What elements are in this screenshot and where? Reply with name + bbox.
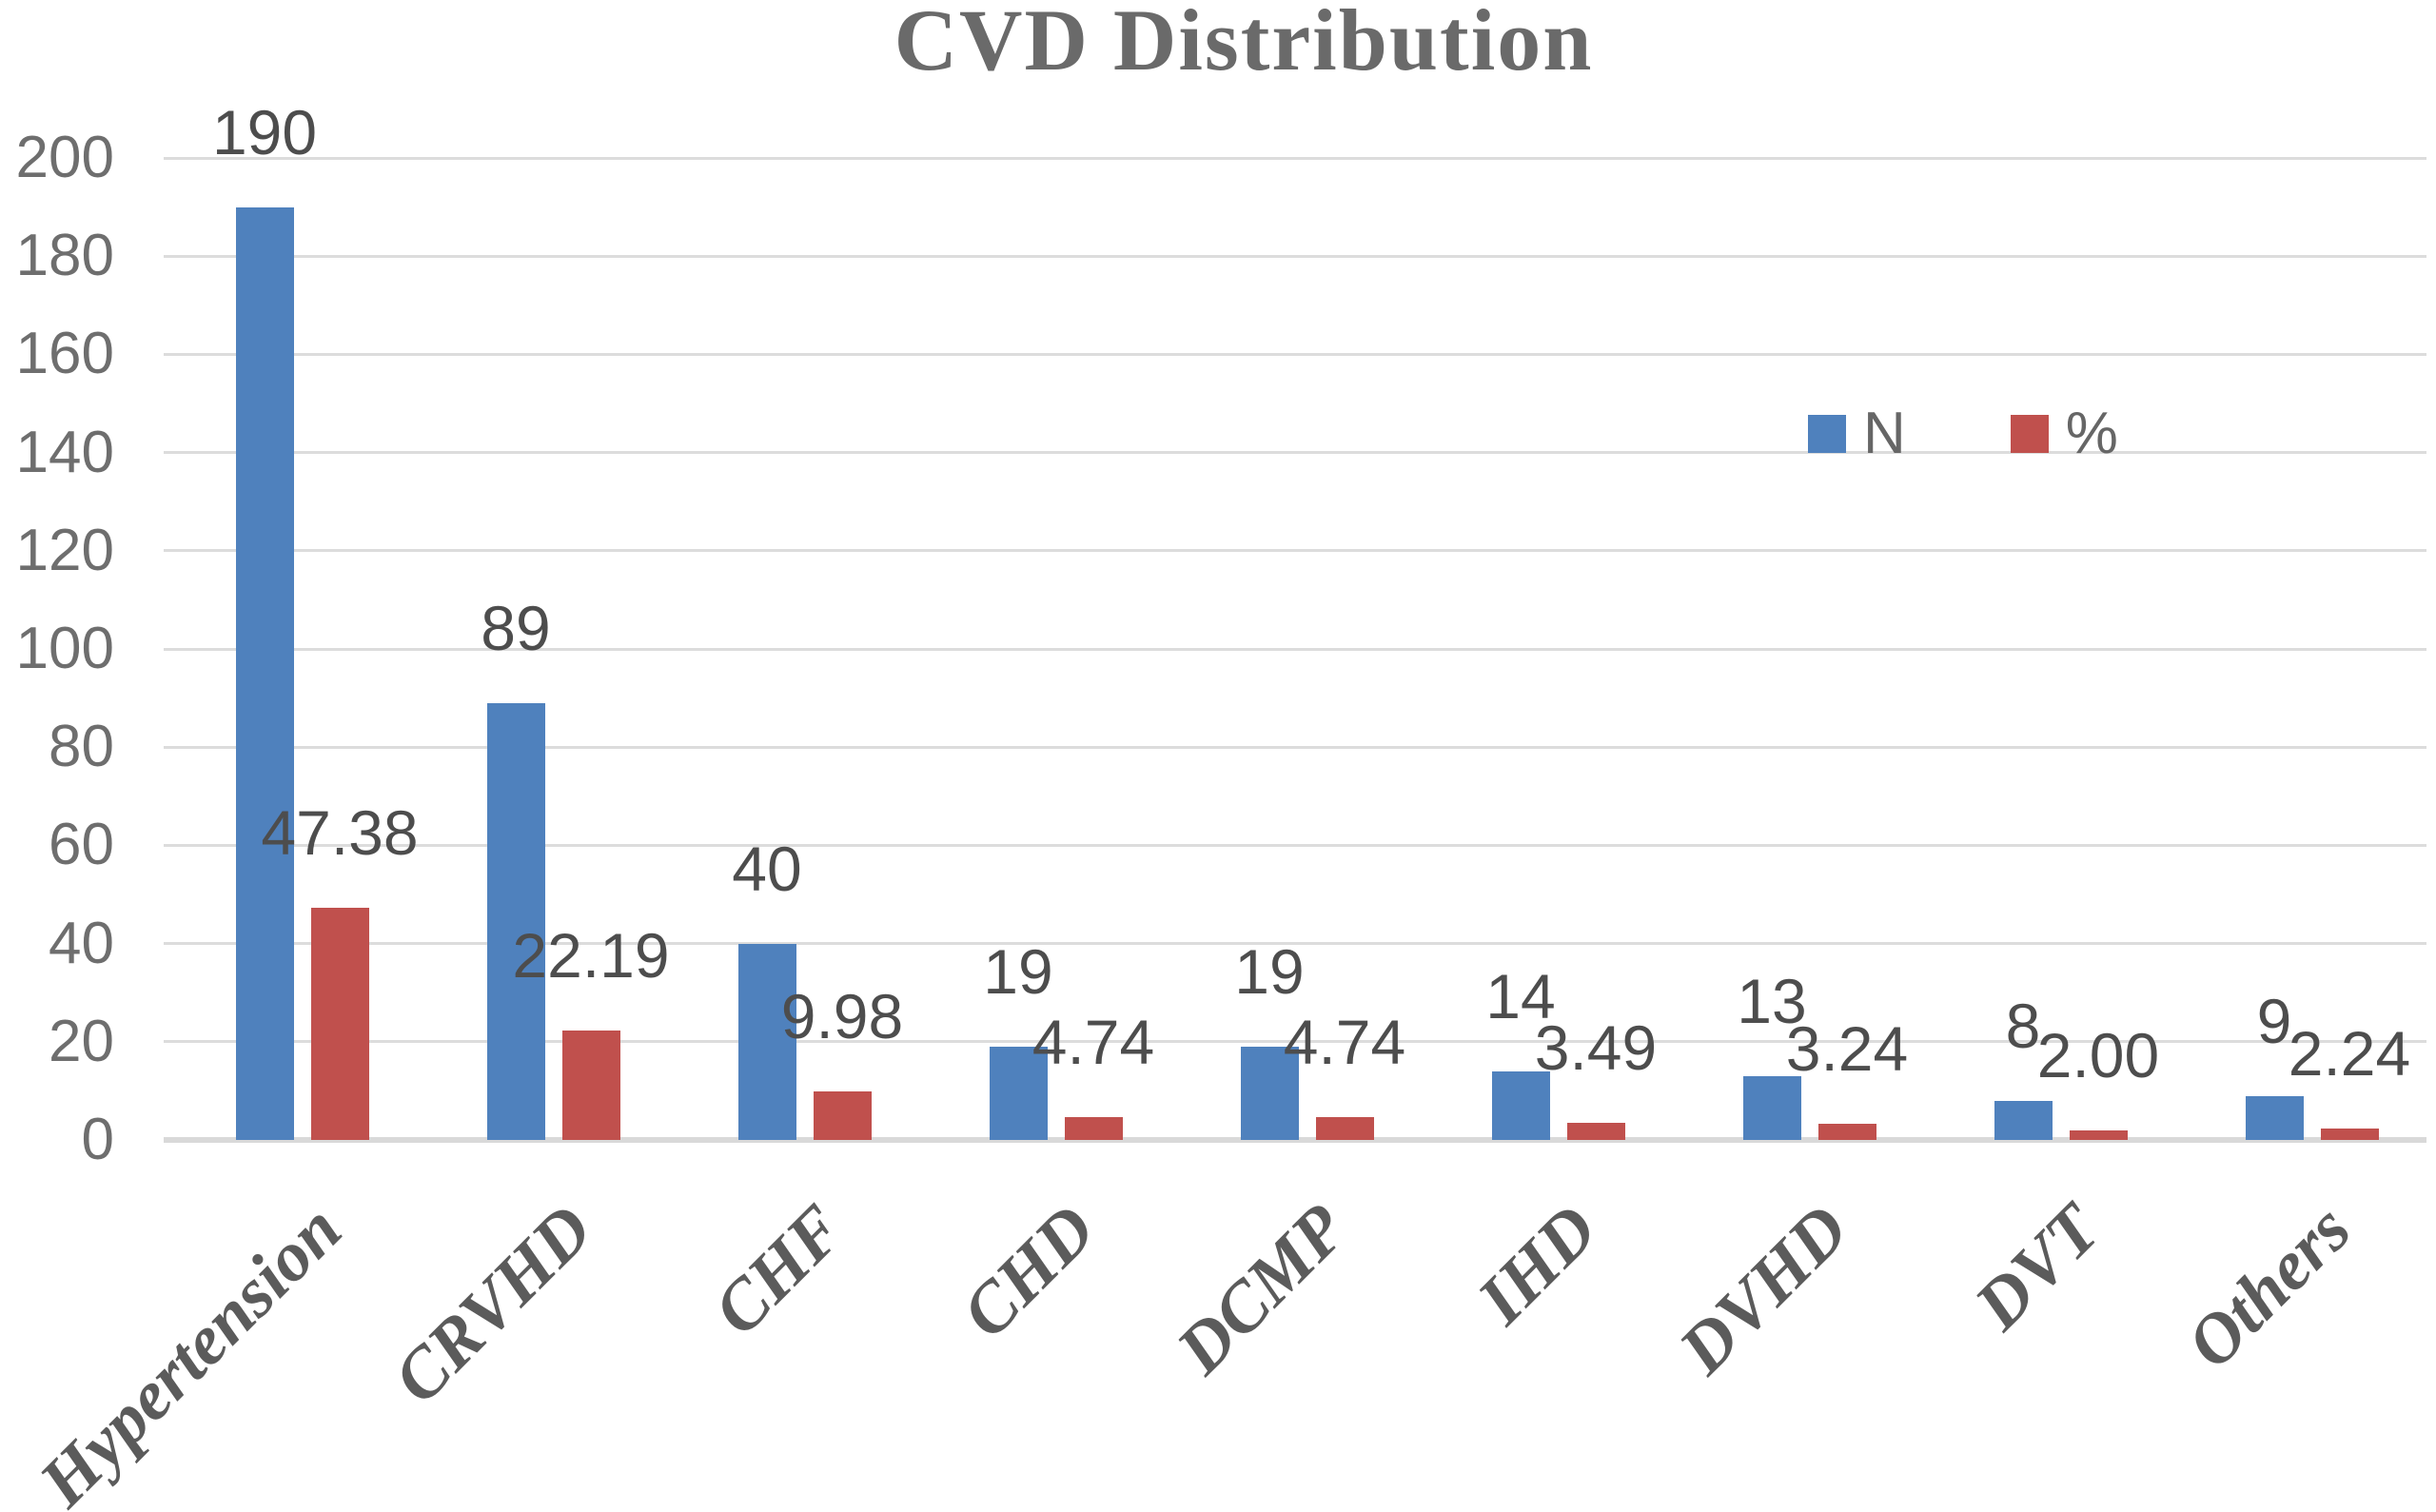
data-label-n-ihd: 14 <box>1485 961 1556 1031</box>
bar-%-dcmp <box>1316 1117 1374 1140</box>
data-label-%-ihd: 3.49 <box>1534 1012 1658 1083</box>
gridline <box>164 745 2426 749</box>
x-axis-line <box>164 1137 2426 1143</box>
data-label-n-crvhd: 89 <box>481 593 551 663</box>
y-tick-label: 40 <box>49 910 114 976</box>
y-tick-label: 0 <box>81 1107 114 1172</box>
bar-n-chf <box>738 944 796 1140</box>
bar-%-dvhd <box>1818 1124 1876 1140</box>
chart-title: CVD Distribution <box>894 0 1594 88</box>
category-label-others: Others <box>2172 1189 2367 1384</box>
bar-%-hypertension <box>311 908 369 1140</box>
bar-n-chd <box>990 1047 1048 1140</box>
data-label-n-others: 9 <box>2256 986 2292 1056</box>
y-tick-label: 160 <box>15 321 114 387</box>
data-label-n-dvhd: 13 <box>1737 966 1807 1036</box>
bar-%-ihd <box>1567 1123 1625 1140</box>
gridline <box>164 942 2426 946</box>
gridline <box>164 352 2426 356</box>
data-label-%-dvhd: 3.24 <box>1785 1013 1909 1084</box>
data-label-n-chf: 40 <box>732 834 802 904</box>
bar-%-dvt <box>2070 1130 2128 1140</box>
y-tick-label: 180 <box>15 223 114 289</box>
bar-n-dvt <box>1994 1101 2053 1140</box>
gridline <box>164 451 2426 455</box>
legend-swatch-n-icon <box>1808 415 1846 453</box>
data-label-n-chd: 19 <box>983 936 1053 1007</box>
data-label-%-chf: 9.98 <box>780 981 904 1051</box>
bar-%-crvhd <box>562 1031 620 1140</box>
y-tick-label: 200 <box>15 125 114 190</box>
category-label-chd: CHD <box>947 1189 1110 1353</box>
legend-swatch-pct-icon <box>2010 415 2049 453</box>
y-tick-label: 60 <box>49 812 114 878</box>
category-label-dcmp: DCMP <box>1162 1189 1362 1389</box>
bar-%-others <box>2321 1129 2379 1140</box>
data-label-n-dcmp: 19 <box>1234 936 1305 1007</box>
y-tick-label: 80 <box>49 714 114 780</box>
data-label-%-others: 2.24 <box>2288 1018 2411 1089</box>
bar-n-crvhd <box>487 703 545 1140</box>
data-label-%-chd: 4.74 <box>1031 1007 1155 1077</box>
data-label-n-hypertension: 190 <box>211 97 318 167</box>
category-label-crvhd: CRVHD <box>379 1189 608 1419</box>
gridline <box>164 549 2426 553</box>
gridline <box>164 843 2426 847</box>
bar-n-dcmp <box>1241 1047 1299 1140</box>
y-tick-label: 120 <box>15 517 114 583</box>
category-label-chf: CHF <box>698 1189 859 1351</box>
category-label-dvt: DVT <box>1959 1189 2115 1345</box>
gridline <box>164 254 2426 258</box>
bar-n-others <box>2246 1096 2304 1140</box>
y-tick-label: 20 <box>49 1008 114 1074</box>
gridline <box>164 647 2426 651</box>
bar-n-hypertension <box>236 207 294 1140</box>
category-label-hypertension: Hypertension <box>24 1189 357 1512</box>
legend-label-pct: % <box>2065 401 2118 466</box>
data-label-%-dvt: 2.00 <box>2036 1020 2160 1090</box>
y-tick-label: 140 <box>15 419 114 485</box>
category-label-ihd: IHD <box>1463 1189 1613 1340</box>
gridline <box>164 1040 2426 1044</box>
data-label-%-dcmp: 4.74 <box>1283 1007 1406 1077</box>
data-label-%-hypertension: 47.38 <box>261 797 419 868</box>
legend-item-pct: % <box>2010 401 2118 466</box>
legend-label-n: N <box>1863 401 1906 466</box>
legend-item-n: N <box>1808 403 1906 465</box>
data-label-n-dvt: 8 <box>2005 991 2041 1061</box>
bar-%-chd <box>1065 1117 1123 1140</box>
category-label-dvhd: DVHD <box>1664 1189 1864 1389</box>
gridline <box>164 156 2426 160</box>
bar-%-chf <box>814 1091 872 1140</box>
legend: N % <box>1808 403 2118 465</box>
y-tick-label: 100 <box>15 616 114 681</box>
bar-n-ihd <box>1492 1071 1550 1140</box>
data-label-%-crvhd: 22.19 <box>512 920 670 991</box>
bar-n-dvhd <box>1743 1076 1801 1140</box>
